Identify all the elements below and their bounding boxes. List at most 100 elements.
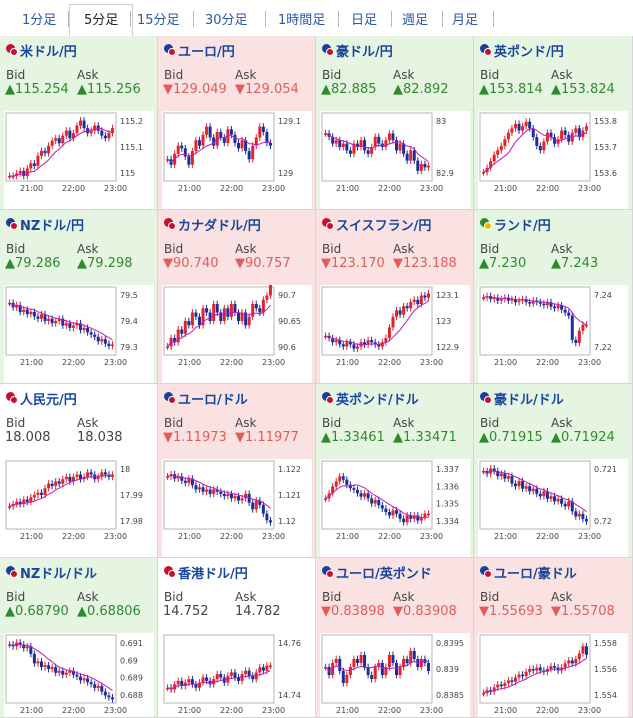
y-tick-label: 18	[120, 465, 130, 474]
candle-body	[366, 493, 370, 499]
y-tick-label: 1.334	[436, 517, 459, 526]
candle-body	[39, 492, 43, 495]
chart-link[interactable]: 0.8395 0.839 0.8385 21:00 22:00 23:00	[320, 633, 470, 717]
y-tick-label: 1.554	[594, 691, 617, 700]
moving-average-line	[483, 470, 587, 513]
currency-pair-link[interactable]: カナダドル/円	[178, 218, 261, 234]
currency-pair-link[interactable]: 英ポンド/ドル	[336, 392, 419, 408]
currency-pair-link[interactable]: NZドル/円	[20, 218, 85, 234]
candle-body	[261, 299, 265, 313]
candle-body	[15, 305, 19, 308]
candle-body	[226, 308, 230, 317]
candle-body	[197, 487, 201, 490]
currency-pair-link[interactable]: ユーロ/英ポンド	[336, 566, 432, 582]
candle-body	[176, 145, 180, 154]
currency-flag-icon	[6, 218, 18, 230]
y-tick-label: 0.839	[436, 665, 459, 674]
quote-title[interactable]: 英ポンド/ドル	[322, 389, 419, 408]
candle-body	[54, 138, 58, 141]
chart-link[interactable]: 90.7 90.65 90.6 21:00 22:00 23:00	[162, 285, 312, 383]
tab-4[interactable]: 30分足	[205, 13, 248, 28]
candle-body	[577, 330, 581, 343]
tab-2[interactable]: 5分足	[84, 13, 119, 28]
quote-title[interactable]: ランド/円	[480, 215, 551, 234]
chart-link[interactable]: 14.76 14.74 21:00 22:00 23:00	[162, 633, 312, 717]
currency-pair-link[interactable]: スイスフラン/円	[336, 218, 432, 234]
quote-title[interactable]: ユーロ/英ポンド	[322, 563, 432, 582]
currency-pair-link[interactable]: ユーロ/ドル	[178, 392, 248, 408]
bid-label: Bid	[164, 590, 184, 604]
candle-body	[233, 304, 237, 313]
timeframe-tabbar: 1分足 5分足 15分足 30分足 1時間足 日足 週足 月足	[0, 0, 633, 38]
quote-title[interactable]: 香港ドル/円	[164, 563, 248, 582]
candle-body	[190, 151, 194, 165]
candle-body	[482, 471, 486, 473]
quote-title[interactable]: ユーロ/円	[164, 41, 235, 60]
chart-link[interactable]: 79.5 79.4 79.3 21:00 22:00 23:00	[4, 285, 154, 383]
currency-pair-link[interactable]: NZドル/ドル	[20, 566, 98, 582]
currency-pair-link[interactable]: ユーロ/豪ドル	[494, 566, 577, 582]
currency-pair-link[interactable]: ランド/円	[494, 218, 551, 234]
bid-value: ▼123.170	[321, 256, 385, 271]
candle-body	[345, 675, 349, 683]
chart-link[interactable]: 1.122 1.121 1.12 21:00 22:00 23:00	[162, 459, 312, 557]
chart-link[interactable]: 129.1 129 21:00 22:00 23:00	[162, 111, 312, 209]
candle-chart: 90.7 90.65 90.6 21:00 22:00 23:00	[162, 285, 312, 383]
currency-pair-link[interactable]: 香港ドル/円	[178, 566, 248, 582]
currency-pair-link[interactable]: 豪ドル/ドル	[494, 392, 564, 408]
candle-body	[409, 301, 413, 309]
candle-body	[205, 126, 209, 135]
quote-title[interactable]: 米ドル/円	[6, 41, 77, 60]
tab-6[interactable]: 日足	[351, 13, 378, 28]
chart-link[interactable]: 1.558 1.556 1.554 21:00 22:00 23:00	[478, 633, 628, 717]
ask-value: ▲153.824	[551, 82, 615, 97]
currency-pair-link[interactable]: ユーロ/円	[178, 44, 235, 60]
chart-link[interactable]: 123.1 123 122.9 21:00 22:00 23:00	[320, 285, 470, 383]
x-tick-label: 22:00	[536, 706, 559, 715]
chart-link[interactable]: 153.8 153.7 153.6 21:00 22:00 23:00	[478, 111, 628, 209]
currency-pair-link[interactable]: 人民元/円	[20, 392, 77, 408]
candle-body	[352, 659, 356, 667]
quote-title[interactable]: NZドル/ドル	[6, 563, 98, 582]
currency-pair-link[interactable]: 豪ドル/円	[336, 44, 393, 60]
ask-label: Ask	[551, 416, 573, 430]
candle-body	[93, 125, 97, 131]
candle-body	[496, 471, 500, 477]
candle-body	[22, 499, 26, 505]
candle-body	[176, 329, 180, 343]
tab-1[interactable]: 1分足	[22, 13, 57, 28]
currency-pair-link[interactable]: 米ドル/円	[20, 44, 77, 60]
quote-title[interactable]: NZドル/円	[6, 215, 85, 234]
chart-link[interactable]: 0.721 0.72 21:00 22:00 23:00	[478, 459, 628, 557]
quote-title[interactable]: 英ポンド/円	[480, 41, 564, 60]
quote-title[interactable]: ユーロ/豪ドル	[480, 563, 577, 582]
candle-body	[107, 343, 111, 346]
chart-link[interactable]: 0.691 0.69 0.689 0.688 21:00 22:00 23:00	[4, 633, 154, 717]
candle-body	[412, 299, 416, 302]
candle-body	[36, 155, 40, 166]
currency-pair-link[interactable]: 英ポンド/円	[494, 44, 564, 60]
tab-5[interactable]: 1時間足	[278, 13, 326, 28]
tab-3[interactable]: 15分足	[137, 13, 180, 28]
candle-body	[79, 474, 83, 480]
candle-body	[251, 304, 255, 317]
quote-title[interactable]: 人民元/円	[6, 389, 77, 408]
tab-8[interactable]: 月足	[452, 13, 479, 28]
chart-link[interactable]: 7.24 7.22 21:00 22:00 23:00	[478, 285, 628, 383]
candle-body	[79, 323, 83, 331]
chart-link[interactable]: 1.337 1.336 1.335 1.334 21:00 22:00 23:00	[320, 459, 470, 557]
quote-title[interactable]: 豪ドル/ドル	[480, 389, 564, 408]
quote-title[interactable]: スイスフラン/円	[322, 215, 432, 234]
chart-link[interactable]: 18 17.99 17.98 21:00 22:00 23:00	[4, 459, 154, 557]
chart-link[interactable]: 115.2 115.1 115 21:00 22:00 23:00	[4, 111, 154, 209]
quote-title[interactable]: カナダドル/円	[164, 215, 261, 234]
candle-body	[338, 659, 342, 671]
candle-body	[359, 493, 363, 497]
quote-title[interactable]: ユーロ/ドル	[164, 389, 248, 408]
chart-link[interactable]: 83 82.9 21:00 22:00 23:00	[320, 111, 470, 209]
candle-chart: 153.8 153.7 153.6 21:00 22:00 23:00	[478, 111, 628, 209]
tab-7[interactable]: 週足	[402, 13, 429, 28]
quote-title[interactable]: 豪ドル/円	[322, 41, 393, 60]
x-tick-label: 22:00	[536, 532, 559, 541]
candle-body	[524, 486, 528, 489]
